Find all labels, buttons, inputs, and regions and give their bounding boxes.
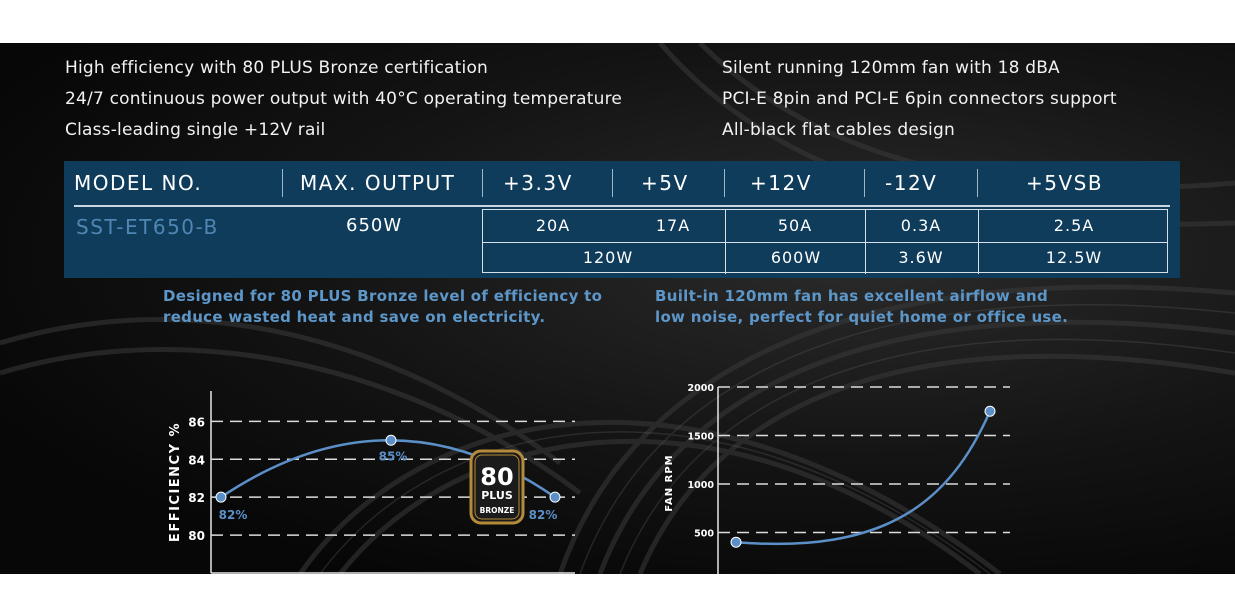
fan-caption-line-2: low noise, perfect for quiet home or off… [655, 308, 1069, 326]
efficiency-caption-line-2: reduce wasted heat and save on electrici… [163, 308, 546, 326]
spec-table: MODEL NO. MAX. OUTPUT +3.3V +5V +12V -12… [64, 161, 1180, 278]
product-panel: High efficiency with 80 PLUS Bronze cert… [0, 43, 1235, 574]
efficiency-data-label: 82% [219, 508, 248, 522]
efficiency-chart: 8082848620%50%100%PSU LOADEFFICIENCY %82… [168, 391, 575, 574]
feature-flat-cables: All-black flat cables design [722, 120, 955, 140]
header-neg12v: -12V [885, 171, 938, 195]
y-tick-label: 1000 [688, 480, 715, 491]
efficiency-caption: Designed for 80 PLUS Bronze level of eff… [163, 286, 602, 328]
efficiency-point [385, 434, 397, 446]
grid-divider [865, 210, 866, 274]
header-3v3: +3.3V [503, 171, 573, 195]
amps-12v: 50A [777, 216, 813, 235]
watts-12v: 600W [770, 248, 822, 267]
y-axis-title: EFFICIENCY % [168, 422, 183, 542]
watts-neg12v: 3.6W [898, 248, 944, 267]
header-divider [612, 169, 613, 197]
y-tick-label: 84 [188, 453, 205, 467]
header-divider [724, 169, 725, 197]
y-axis-title: FAN RPM [664, 454, 675, 511]
grid-divider [978, 210, 979, 274]
y-tick-label: 80 [188, 529, 205, 543]
efficiency-point [215, 491, 227, 503]
fan-caption: Built-in 120mm fan has excellent airflow… [655, 286, 1068, 328]
amps-3v3: 20A [535, 216, 571, 235]
header-divider [864, 169, 865, 197]
header-divider [977, 169, 978, 197]
rail-grid-rule [483, 242, 1167, 243]
amps-neg12v: 0.3A [900, 216, 942, 235]
rail-grid: 20A 17A 50A 0.3A 2.5A 120W 600W 3.6W 12.… [482, 209, 1168, 274]
feature-silent-fan: Silent running 120mm fan with 18 dBA [722, 58, 1060, 78]
badge-plus: PLUS [481, 489, 513, 502]
feature-efficiency: High efficiency with 80 PLUS Bronze cert… [65, 58, 489, 78]
badge-number: 80 [480, 463, 513, 491]
badge-tier: BRONZE [480, 506, 515, 515]
grid-divider [725, 210, 726, 274]
header-rule [74, 205, 1170, 207]
header-model-no: MODEL NO. [74, 171, 203, 195]
header-12v: +12V [750, 171, 812, 195]
watts-5vsb: 12.5W [1045, 248, 1103, 267]
amps-5v: 17A [655, 216, 691, 235]
feature-continuous-power: 24/7 continuous power output with 40°C o… [65, 89, 623, 109]
fan-rpm-chart: 05001000150020000%50%100%PSU LOADINGFAN … [664, 383, 1010, 574]
header-divider [282, 169, 283, 197]
efficiency-data-label: 85% [379, 449, 408, 463]
y-tick-label: 500 [694, 529, 714, 540]
header-divider [482, 169, 483, 197]
watts-3v3-5v: 120W [582, 248, 634, 267]
feature-pcie-connectors: PCI-E 8pin and PCI-E 6pin connectors sup… [722, 89, 1117, 109]
y-tick-label: 2000 [688, 383, 715, 394]
header-max-output: MAX. OUTPUT [300, 171, 456, 195]
amps-5vsb: 2.5A [1053, 216, 1095, 235]
y-tick-label: 82 [188, 491, 205, 505]
feature-single-rail: Class-leading single +12V rail [65, 120, 326, 140]
80-plus-bronze-badge: 80 PLUS BRONZE [469, 449, 525, 525]
max-output-value: 650W [346, 215, 403, 236]
efficiency-caption-line-1: Designed for 80 PLUS Bronze level of eff… [163, 287, 603, 305]
fan-rpm-point [730, 536, 742, 548]
fan-caption-line-1: Built-in 120mm fan has excellent airflow… [655, 287, 1049, 305]
y-tick-label: 86 [188, 415, 205, 429]
fan-rpm-line [735, 410, 992, 546]
header-5vsb: +5VSB [1026, 171, 1104, 195]
efficiency-data-label: 82% [529, 508, 558, 522]
fan-rpm-point [984, 405, 996, 417]
y-tick-label: 1500 [688, 432, 715, 443]
model-number: SST-ET650-B [76, 215, 219, 239]
header-5v: +5V [641, 171, 689, 195]
efficiency-point [549, 491, 561, 503]
